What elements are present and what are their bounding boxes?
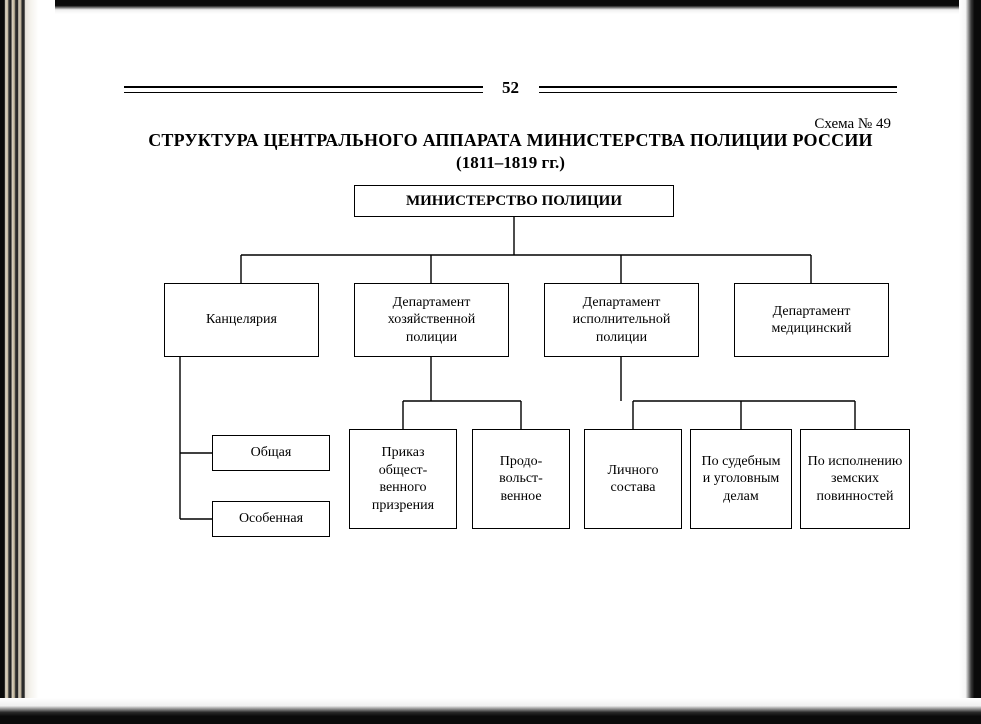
page-subtitle: (1811–1819 гг.)	[70, 153, 951, 173]
node-dept_exec: Департамент исполнительной полиции	[544, 283, 699, 357]
page-content: 52 Схема № 49 СТРУКТУРА ЦЕНТРАЛЬНОГО АПП…	[70, 20, 951, 694]
scan-edge-bottom	[0, 698, 981, 724]
page-title: СТРУКТУРА ЦЕНТРАЛЬНОГО АППАРАТА МИНИСТЕР…	[70, 130, 951, 151]
header-rule: 52	[124, 78, 897, 100]
scanned-page: 52 Схема № 49 СТРУКТУРА ЦЕНТРАЛЬНОГО АПП…	[0, 0, 981, 724]
node-exec_courts: По судебным и уголовным делам	[690, 429, 792, 529]
scan-edge-right	[959, 0, 981, 724]
page-number: 52	[502, 78, 519, 98]
header-rule-right	[539, 86, 898, 93]
scan-edge-top	[0, 0, 981, 14]
node-econ_food: Продо-вольст-венное	[472, 429, 570, 529]
node-dept_econ: Департамент хозяйственной полиции	[354, 283, 509, 357]
node-chan_general: Общая	[212, 435, 330, 471]
header-rule-left	[124, 86, 483, 93]
node-econ_care: Приказ общест-венного призрения	[349, 429, 457, 529]
node-dept_med: Департамент медицинский	[734, 283, 889, 357]
node-exec_personnel: Личного состава	[584, 429, 682, 529]
node-chan_special: Особенная	[212, 501, 330, 537]
org-chart: МИНИСТЕРСТВО ПОЛИЦИИ Канцелярия Департамен…	[124, 185, 899, 585]
node-chancery: Канцелярия	[164, 283, 319, 357]
scan-edge-left	[0, 0, 55, 724]
node-exec_duties: По исполнению земских повинностей	[800, 429, 910, 529]
node-root: МИНИСТЕРСТВО ПОЛИЦИИ	[354, 185, 674, 217]
scheme-number: Схема № 49	[814, 116, 891, 133]
